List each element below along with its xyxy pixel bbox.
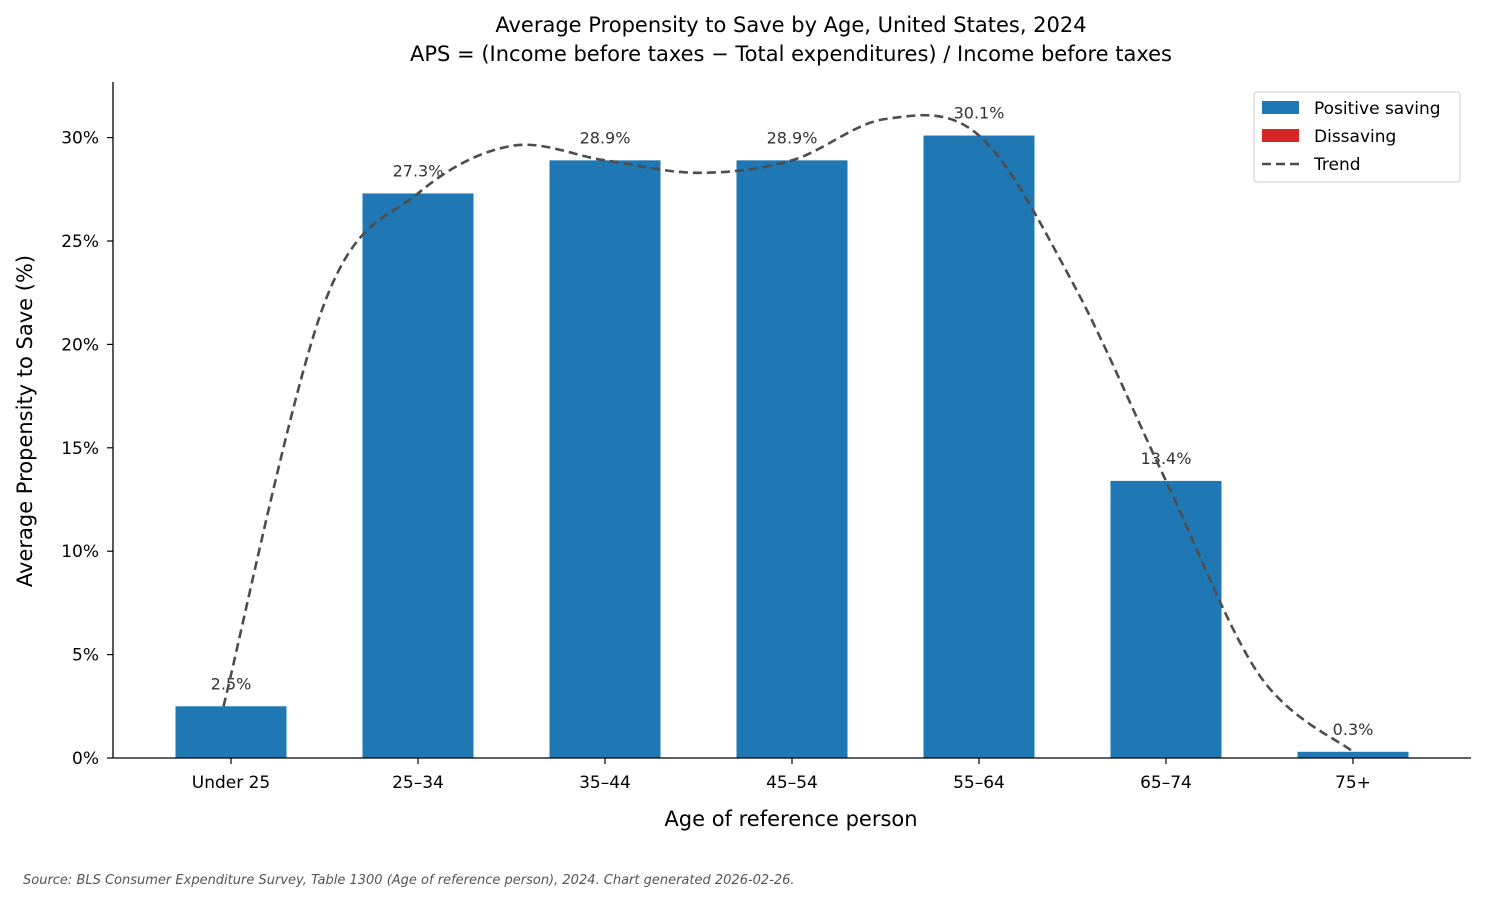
y-tick-label-4: 20%	[61, 335, 99, 355]
source-note: Source: BLS Consumer Expenditure Survey,…	[23, 873, 795, 888]
legend-swatch-dissaving	[1262, 129, 1299, 142]
bar-1	[362, 193, 474, 758]
x-tick-label-6: 75+	[1335, 773, 1371, 793]
x-axis-label: Age of reference person	[664, 807, 917, 831]
legend-frame	[1253, 91, 1461, 183]
y-tick-label-6: 30%	[61, 129, 99, 149]
y-tick-label-2: 10%	[61, 542, 99, 562]
data-label-5: 13.4%	[1141, 449, 1192, 468]
data-labels-group: 2.5% 27.3% 28.9% 28.9% 30.1% 13.4% 0.3%	[211, 104, 1374, 739]
legend-label-dissaving: Dissaving	[1314, 127, 1396, 147]
bar-5	[1110, 480, 1222, 758]
legend-swatch-positive	[1262, 101, 1299, 114]
x-tick-label-0: Under 25	[192, 773, 271, 793]
data-label-3: 28.9%	[767, 128, 818, 147]
x-tick-label-4: 55–64	[953, 773, 1005, 793]
legend: Positive saving Dissaving Trend	[1253, 91, 1461, 183]
bar-4	[923, 135, 1035, 759]
y-tick-label-3: 15%	[61, 439, 99, 459]
y-axis-label: Average Propensity to Save (%)	[13, 255, 37, 587]
legend-label-positive: Positive saving	[1314, 99, 1441, 119]
x-tick-label-3: 45–54	[766, 773, 818, 793]
y-tick-label-0: 0%	[72, 749, 99, 769]
y-tick-label-5: 25%	[61, 232, 99, 252]
data-label-4: 30.1%	[954, 104, 1005, 123]
bar-3	[736, 160, 848, 758]
x-tick-label-5: 65–74	[1140, 773, 1192, 793]
data-label-6: 0.3%	[1333, 720, 1374, 739]
bar-6	[1297, 751, 1409, 758]
y-ticks-group: 0% 5% 10% 15% 20% 25% 30%	[61, 129, 113, 769]
trend-line	[222, 113, 1354, 753]
bars-group	[175, 135, 1409, 759]
chart-title: Average Propensity to Save by Age, Unite…	[495, 13, 1086, 37]
x-tick-label-2: 35–44	[579, 773, 631, 793]
data-label-1: 27.3%	[393, 161, 444, 180]
chart-subtitle: APS = (Income before taxes − Total expen…	[410, 42, 1172, 66]
legend-label-trend: Trend	[1313, 155, 1361, 175]
bar-0	[175, 706, 287, 758]
bar-2	[549, 160, 661, 758]
x-ticks-group: Under 25 25–34 35–44 45–54 55–64 65–74 75+	[192, 758, 1371, 793]
y-tick-label-1: 5%	[72, 646, 99, 666]
data-label-2: 28.9%	[580, 128, 631, 147]
x-tick-label-1: 25–34	[392, 773, 444, 793]
data-label-0: 2.5%	[211, 674, 252, 693]
